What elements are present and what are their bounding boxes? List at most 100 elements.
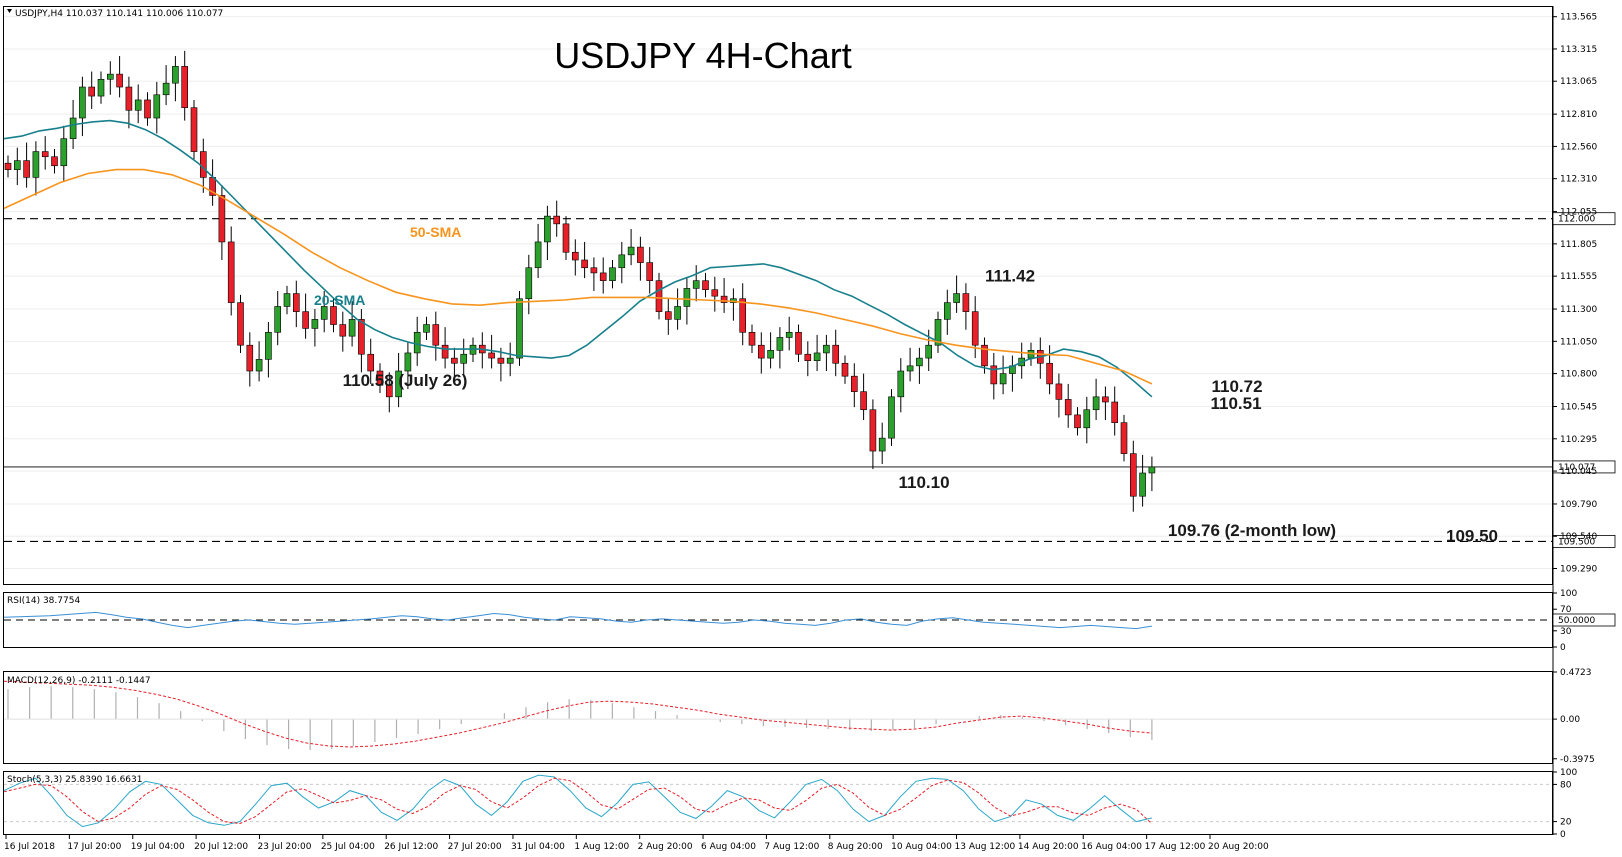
time-tick-label: 6 Aug 04:00 [701, 842, 756, 852]
price-tick-label: 113.065 [1560, 77, 1597, 87]
candle-body [953, 293, 960, 303]
candle-body [534, 241, 542, 269]
time-tick-label: 17 Jul 20:00 [67, 842, 121, 852]
price-tick-label: 110.800 [1560, 370, 1597, 380]
sma20-label: 20-SMA [314, 292, 365, 308]
candle-body [134, 99, 142, 111]
time-tick-label: 8 Aug 20:00 [828, 842, 883, 852]
candle-body [395, 370, 402, 398]
candle-body [265, 331, 272, 360]
candle-body [320, 306, 328, 320]
price-tick-label: 110.045 [1560, 467, 1597, 477]
candle-body [358, 319, 365, 355]
time-axis-ticks: 16 Jul 2018 17 Jul 20:00 19 Jul 04:00 20 Ju… [4, 835, 1269, 852]
candle-body [190, 107, 198, 152]
candle-body [943, 302, 951, 320]
candle-body [618, 254, 626, 269]
candle-body [292, 293, 300, 312]
price-levels: 112.000 110.077 109.500 [4, 212, 1616, 548]
candle-body [571, 251, 579, 261]
annotation-label: 110.72 [1211, 377, 1262, 396]
candle-body [255, 359, 263, 372]
symbol-header: USDJPY,H4 110.037 110.141 110.006 110.07… [15, 9, 223, 19]
annotations: 111.42 110.58 (July 26) 110.10 109.76 (2-mo… [343, 267, 1498, 546]
sma20-line [3, 119, 1153, 398]
level-tag [1552, 535, 1616, 548]
rsi-tick-label: 100 [1560, 589, 1577, 599]
time-tick-label: 17 Aug 12:00 [1145, 842, 1206, 852]
time-tick-label: 31 Jul 04:00 [511, 842, 565, 852]
candle-body [69, 117, 77, 139]
candle-body [1120, 422, 1128, 454]
candle-body [116, 73, 123, 88]
level-tag [1552, 212, 1616, 226]
candle-body [79, 86, 86, 119]
time-tick-label: 25 Jul 04:00 [321, 842, 375, 852]
macd-signal-line [3, 680, 1152, 748]
rsi-tick-label: 70 [1560, 605, 1572, 615]
rsi-level-tag [1552, 613, 1616, 627]
candle-body [702, 280, 709, 290]
sma50-label: 50-SMA [410, 224, 461, 240]
time-tick-label: 27 Jul 20:00 [448, 842, 502, 852]
time-tick-label: 13 Aug 12:00 [955, 842, 1016, 852]
candle-body [962, 293, 970, 312]
candle-body [497, 357, 505, 364]
macd-tick-label: 0.4723 [1560, 668, 1592, 678]
candle-body [627, 246, 635, 256]
time-tick-label: 19 Jul 04:00 [131, 842, 185, 852]
candle-body [348, 319, 356, 337]
price-tick-label: 111.555 [1560, 272, 1597, 282]
annotation-label: 110.58 (July 26) [343, 371, 468, 390]
level-tag-label: 109.500 [1558, 537, 1595, 547]
candle-body [655, 280, 663, 312]
candle-body [404, 352, 412, 372]
price-tick-label: 109.290 [1560, 565, 1597, 575]
rsi-level-label: 50.0000 [1558, 616, 1595, 626]
candle-body [51, 156, 58, 167]
price-tick-label: 111.805 [1560, 240, 1597, 250]
macd-tick-label: -0.3975 [1560, 755, 1595, 765]
price-tick-label: 110.545 [1560, 403, 1597, 413]
candle-body [302, 311, 309, 329]
level-tag-label: 112.000 [1558, 215, 1595, 225]
stoch-panel: 100 80 20 0 [3, 768, 1577, 840]
stoch-d-line [3, 777, 1153, 825]
candle-body [971, 311, 979, 346]
candle-body [813, 352, 821, 361]
stoch-tick-label: 80 [1560, 780, 1572, 790]
stoch-tick-label: 0 [1560, 830, 1566, 840]
candle-body [516, 298, 523, 359]
chart-header: USDJPY,H4 110.037 110.141 110.006 110.07… [7, 9, 223, 19]
candle-body [1102, 396, 1109, 403]
candle-body [88, 86, 95, 97]
candle-body [897, 370, 905, 398]
macd-panel: 0.4723 0.00 -0.3975 [3, 668, 1595, 765]
price-tick-label: 109.540 [1560, 532, 1597, 542]
time-tick-label: 20 Aug 20:00 [1208, 842, 1269, 852]
candle-body [60, 138, 68, 167]
candle-body [804, 353, 812, 361]
candle-body [1064, 399, 1072, 416]
rsi-tick-label: 30 [1560, 627, 1572, 637]
candle-body [562, 223, 570, 253]
candle-body [441, 344, 449, 359]
annotation-label: 111.42 [985, 267, 1035, 286]
candle-body [413, 331, 421, 354]
candle-body [664, 311, 672, 320]
candle-body [330, 306, 337, 325]
candle-body [1074, 414, 1081, 429]
price-tick-label: 112.810 [1560, 110, 1597, 120]
candle-body [237, 302, 244, 346]
candle-body [823, 344, 830, 354]
time-tick-label: 14 Aug 20:00 [1018, 842, 1079, 852]
rsi-label: RSI(14) 38.7754 [7, 596, 80, 606]
rsi-line [3, 611, 1152, 630]
candle-body [878, 437, 886, 452]
candle-body [869, 409, 877, 452]
candle-body [432, 324, 440, 346]
level-tag-label: 110.077 [1558, 463, 1595, 473]
stoch-tick-label: 20 [1560, 818, 1572, 828]
candle-body [860, 391, 867, 411]
candle-body [850, 375, 858, 392]
